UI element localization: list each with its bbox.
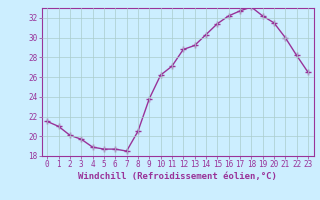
X-axis label: Windchill (Refroidissement éolien,°C): Windchill (Refroidissement éolien,°C) <box>78 172 277 181</box>
